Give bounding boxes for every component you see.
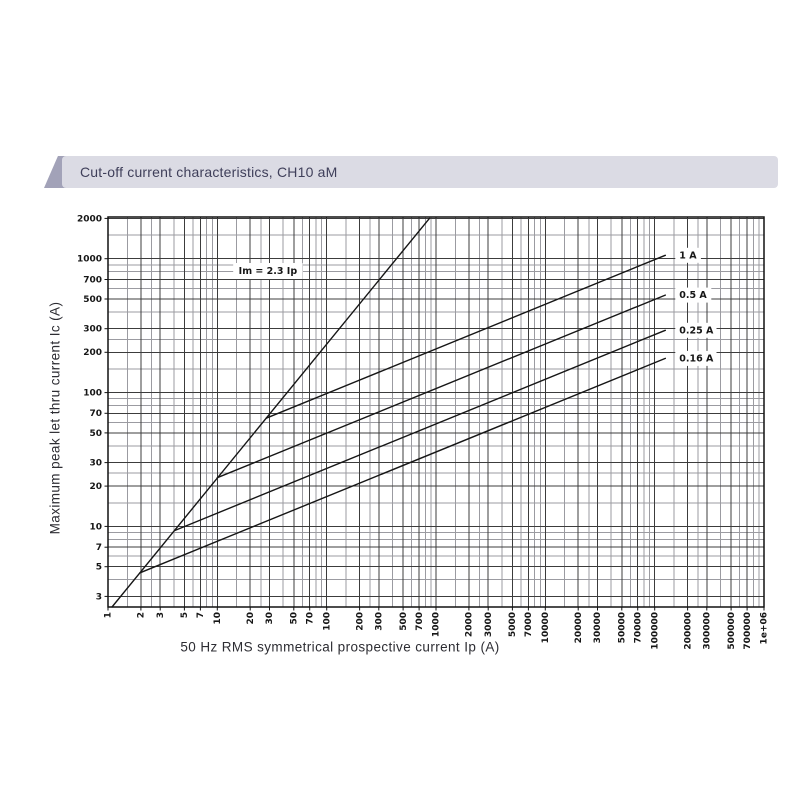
annotation: Im = 2.3 Ip xyxy=(233,263,303,279)
x-tick-label: 70 xyxy=(305,612,315,625)
x-tick-label: 1e+06 xyxy=(760,612,770,644)
x-tick-label: 700000 xyxy=(743,612,753,650)
y-tick-labels: 3 5 7 10 20 30 50 70 100 200 300 500 700 1000 2000 xyxy=(77,214,108,602)
y-tick-label: 100 xyxy=(83,388,102,398)
series-line-im-peak-line xyxy=(111,217,431,608)
x-tick-label: 5 xyxy=(180,612,190,618)
x-tick-label: 10 xyxy=(213,612,223,625)
annotation-label: Im = 2.3 Ip xyxy=(239,266,298,277)
x-tick-label: 3000 xyxy=(484,612,494,637)
x-tick-label: 100000 xyxy=(650,612,660,650)
x-tick-label: 700 xyxy=(415,612,425,631)
series-line-fuse-0.5A xyxy=(216,294,666,479)
series-labels: 1 A 0.5 A 0.25 A 0.16 A xyxy=(675,247,717,366)
y-tick-label: 3 xyxy=(96,592,102,602)
y-axis-title: Maximum peak let thru current Ic (A) xyxy=(47,301,63,535)
x-tick-label: 200 xyxy=(355,612,365,631)
series-line-fuse-0.25A xyxy=(173,329,666,532)
section-banner xyxy=(62,156,778,188)
y-tick-label: 10 xyxy=(89,522,102,532)
y-tick-label: 300 xyxy=(83,325,102,335)
series-label: 0.25 A xyxy=(679,325,714,336)
y-tick-label: 50 xyxy=(89,429,102,439)
series-lines xyxy=(111,217,666,608)
series-line-fuse-1A xyxy=(265,254,666,419)
y-tick-label: 20 xyxy=(89,482,102,492)
x-tick-label: 300000 xyxy=(703,612,713,650)
series-line-fuse-0.16A xyxy=(139,357,666,574)
x-tick-label: 200000 xyxy=(683,612,693,650)
x-tick-label: 1000 xyxy=(432,612,442,637)
y-tick-label: 7 xyxy=(96,543,102,553)
series-label: 0.16 A xyxy=(679,353,714,364)
x-tick-label: 50000 xyxy=(618,612,628,643)
x-tick-label: 3 xyxy=(156,612,166,618)
x-tick-labels: 1 2 3 5 7 10 20 30 50 70 100 200 300 500 700 1000 2000 30… xyxy=(104,607,770,650)
x-tick-label: 2000 xyxy=(465,612,475,637)
x-grid-minor xyxy=(126,217,760,607)
section-title: Cut-off current characteristics, CH10 aM xyxy=(80,164,338,180)
x-tick-label: 10000 xyxy=(541,612,551,643)
y-tick-label: 1000 xyxy=(77,255,102,265)
x-tick-label: 500000 xyxy=(727,612,737,650)
y-tick-label: 70 xyxy=(89,409,102,419)
y-tick-label: 700 xyxy=(83,275,102,285)
x-tick-label: 70000 xyxy=(633,612,643,643)
x-tick-label: 5000 xyxy=(508,612,518,637)
x-tick-label: 50 xyxy=(290,612,300,625)
x-tick-label: 300 xyxy=(375,612,385,631)
x-tick-label: 30000 xyxy=(593,612,603,643)
x-tick-label: 500 xyxy=(399,612,409,631)
x-tick-label: 100 xyxy=(322,612,332,631)
series-label: 1 A xyxy=(679,250,697,261)
x-tick-label: 30 xyxy=(265,612,275,625)
y-tick-label: 5 xyxy=(96,563,102,573)
x-grid-major xyxy=(140,217,748,607)
x-tick-label: 7000 xyxy=(524,612,534,637)
x-tick-label: 7 xyxy=(196,612,206,618)
y-tick-label: 30 xyxy=(89,458,102,468)
x-tick-label: 20000 xyxy=(574,612,584,643)
y-tick-label: 200 xyxy=(83,348,102,358)
y-tick-label: 2000 xyxy=(77,214,102,224)
x-tick-label: 1 xyxy=(104,612,114,618)
series-label: 0.5 A xyxy=(679,290,707,301)
x-axis-title: 50 Hz RMS symmetrical prospective curren… xyxy=(180,639,500,655)
y-tick-label: 500 xyxy=(83,295,102,305)
x-tick-label: 2 xyxy=(137,612,147,618)
y-grid-major xyxy=(108,217,764,597)
x-tick-label: 20 xyxy=(246,612,256,625)
